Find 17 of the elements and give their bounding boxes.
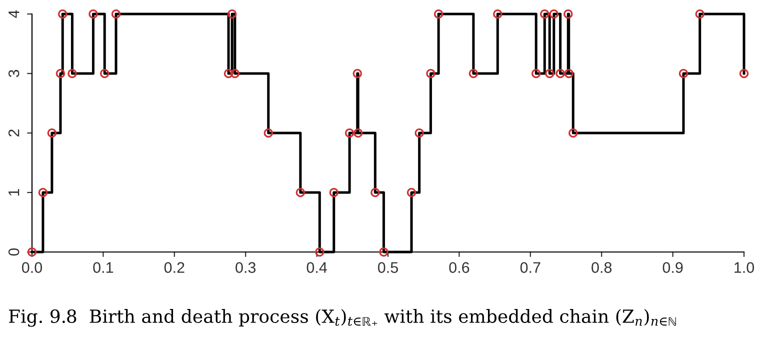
x-tick-label: 0.8 xyxy=(592,262,612,273)
x-tick-label: 0.2 xyxy=(164,262,184,273)
x-tick-label: 0.4 xyxy=(306,262,327,273)
caption: Fig. 9.8 Birth and death process (X$_{t}$)$_{t∈ℝ₊}$ with its embedded chain (Z$_{n}$)$_{n∈ℕ}$ xyxy=(8,309,676,327)
y-tick-label: 1 xyxy=(8,188,20,196)
y-tick-label: 2 xyxy=(8,130,20,136)
y-tick-label: 4 xyxy=(8,10,20,18)
x-tick-label: 0.6 xyxy=(449,262,470,273)
x-tick-label: 0.0 xyxy=(22,262,42,273)
x-tick-label: 0.7 xyxy=(520,262,540,273)
x-tick-label: 0.9 xyxy=(662,262,683,273)
y-tick-label: 0 xyxy=(8,248,20,256)
x-tick-label: 0.3 xyxy=(236,262,256,273)
x-tick-label: 0.1 xyxy=(93,262,114,273)
x-tick-label: 1.0 xyxy=(734,262,754,273)
x-tick-label: 0.5 xyxy=(378,262,398,273)
y-tick-label: 3 xyxy=(8,70,20,78)
